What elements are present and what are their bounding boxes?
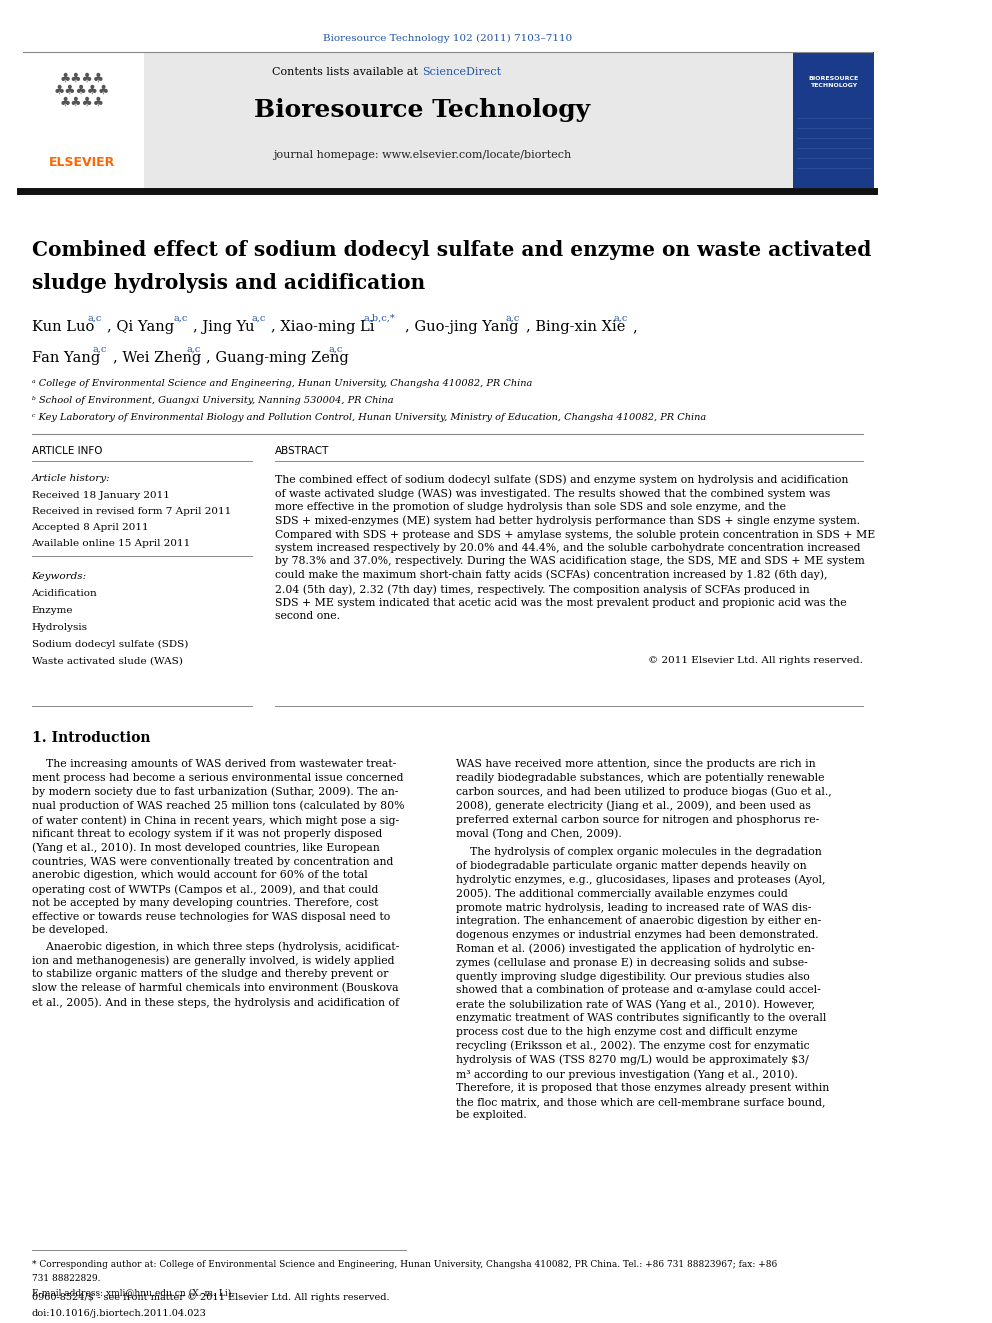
FancyBboxPatch shape (20, 52, 875, 188)
Text: 1. Introduction: 1. Introduction (32, 732, 150, 745)
Text: , Guang-ming Zeng: , Guang-ming Zeng (206, 351, 349, 365)
Text: , Bing-xin Xie: , Bing-xin Xie (526, 320, 625, 333)
Text: doi:10.1016/j.biortech.2011.04.023: doi:10.1016/j.biortech.2011.04.023 (32, 1308, 206, 1318)
Text: ᶜ Key Laboratory of Environmental Biology and Pollution Control, Hunan Universit: ᶜ Key Laboratory of Environmental Biolog… (32, 413, 705, 422)
Text: 731 88822829.: 731 88822829. (32, 1274, 100, 1283)
Text: © 2011 Elsevier Ltd. All rights reserved.: © 2011 Elsevier Ltd. All rights reserved… (648, 656, 863, 665)
Text: a,c: a,c (93, 345, 107, 355)
Text: , Qi Yang: , Qi Yang (107, 320, 175, 333)
Text: a,c: a,c (252, 314, 266, 323)
FancyBboxPatch shape (20, 52, 144, 188)
Text: a,c: a,c (328, 345, 342, 355)
Text: ELSEVIER: ELSEVIER (49, 156, 115, 168)
Text: ♣♣♣♣
♣♣♣♣♣
♣♣♣♣: ♣♣♣♣ ♣♣♣♣♣ ♣♣♣♣ (54, 71, 110, 108)
FancyBboxPatch shape (794, 52, 875, 188)
Text: Hydrolysis: Hydrolysis (32, 623, 87, 632)
Text: Anaerobic digestion, in which three steps (hydrolysis, acidificat-
ion and metha: Anaerobic digestion, in which three step… (32, 941, 399, 1008)
Text: 0960-8524/$ - see front matter © 2011 Elsevier Ltd. All rights reserved.: 0960-8524/$ - see front matter © 2011 El… (32, 1293, 389, 1302)
Text: a,b,c,*: a,b,c,* (363, 314, 395, 323)
Text: The increasing amounts of WAS derived from wastewater treat-
ment process had be: The increasing amounts of WAS derived fr… (32, 759, 404, 935)
Text: Received in revised form 7 April 2011: Received in revised form 7 April 2011 (32, 507, 231, 516)
Text: ,: , (633, 320, 638, 333)
Text: Sodium dodecyl sulfate (SDS): Sodium dodecyl sulfate (SDS) (32, 640, 187, 650)
Text: Keywords:: Keywords: (32, 572, 86, 581)
Text: Kun Luo: Kun Luo (32, 320, 94, 333)
Text: Waste activated slude (WAS): Waste activated slude (WAS) (32, 658, 183, 665)
Text: , Guo-jing Yang: , Guo-jing Yang (405, 320, 518, 333)
Text: ARTICLE INFO: ARTICLE INFO (32, 446, 102, 456)
Text: Acidification: Acidification (32, 589, 97, 598)
Text: Article history:: Article history: (32, 474, 110, 483)
Text: ScienceDirect: ScienceDirect (422, 67, 501, 77)
Text: a,c: a,c (173, 314, 187, 323)
Text: Fan Yang: Fan Yang (32, 351, 100, 365)
Text: BIORESOURCE
TECHNOLOGY: BIORESOURCE TECHNOLOGY (808, 77, 859, 87)
Text: Available online 15 April 2011: Available online 15 April 2011 (32, 538, 190, 548)
Text: , Xiao-ming Li: , Xiao-ming Li (272, 320, 375, 333)
Text: Enzyme: Enzyme (32, 606, 73, 615)
Text: a,c: a,c (613, 314, 627, 323)
Text: ABSTRACT: ABSTRACT (275, 446, 329, 456)
Text: sludge hydrolysis and acidification: sludge hydrolysis and acidification (32, 273, 425, 292)
Text: a,c: a,c (506, 314, 520, 323)
Text: Bioresource Technology: Bioresource Technology (254, 98, 590, 122)
Text: Bioresource Technology 102 (2011) 7103–7110: Bioresource Technology 102 (2011) 7103–7… (322, 33, 571, 42)
Text: a,c: a,c (87, 314, 102, 323)
Text: Received 18 January 2011: Received 18 January 2011 (32, 491, 170, 500)
Text: Combined effect of sodium dodecyl sulfate and enzyme on waste activated: Combined effect of sodium dodecyl sulfat… (32, 239, 871, 261)
Text: a,c: a,c (186, 345, 201, 355)
Text: E-mail address: xmli@hnu.edu.cn (X.-m. Li).: E-mail address: xmli@hnu.edu.cn (X.-m. L… (32, 1289, 234, 1297)
Text: journal homepage: www.elsevier.com/locate/biortech: journal homepage: www.elsevier.com/locat… (273, 149, 571, 160)
Text: Accepted 8 April 2011: Accepted 8 April 2011 (32, 523, 149, 532)
Text: ᵃ College of Environmental Science and Engineering, Hunan University, Changsha 4: ᵃ College of Environmental Science and E… (32, 378, 532, 388)
Text: The hydrolysis of complex organic molecules in the degradation
of biodegradable : The hydrolysis of complex organic molecu… (456, 847, 829, 1121)
Text: * Corresponding author at: College of Environmental Science and Engineering, Hun: * Corresponding author at: College of En… (32, 1259, 777, 1269)
Text: Contents lists available at: Contents lists available at (273, 67, 422, 77)
Text: The combined effect of sodium dodecyl sulfate (SDS) and enzyme system on hydroly: The combined effect of sodium dodecyl su… (275, 474, 875, 622)
Text: , Jing Yu: , Jing Yu (192, 320, 254, 333)
Text: WAS have received more attention, since the products are rich in
readily biodegr: WAS have received more attention, since … (456, 759, 832, 839)
Text: , Wei Zheng: , Wei Zheng (113, 351, 201, 365)
Text: ᵇ School of Environment, Guangxi University, Nanning 530004, PR China: ᵇ School of Environment, Guangxi Univers… (32, 396, 393, 405)
